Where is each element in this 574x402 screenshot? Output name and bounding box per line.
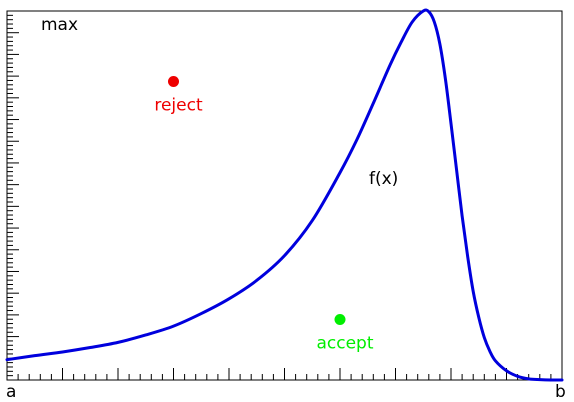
accept-point — [334, 313, 346, 325]
x-min-label: a — [6, 382, 16, 402]
plot-frame-border — [6, 10, 563, 381]
y-max-label: max — [41, 15, 78, 35]
curve-layer — [5, 8, 564, 382]
series-line-fx — [5, 8, 564, 382]
series-label-fx: f(x) — [369, 169, 398, 189]
axis-ticks — [6, 10, 563, 381]
reject-point — [168, 75, 179, 87]
point-layer: reject accept — [154, 75, 374, 353]
x-max-label: b — [555, 382, 566, 402]
accept-label: accept — [316, 333, 373, 353]
plot-frame — [6, 10, 563, 381]
reject-label: reject — [154, 95, 203, 115]
